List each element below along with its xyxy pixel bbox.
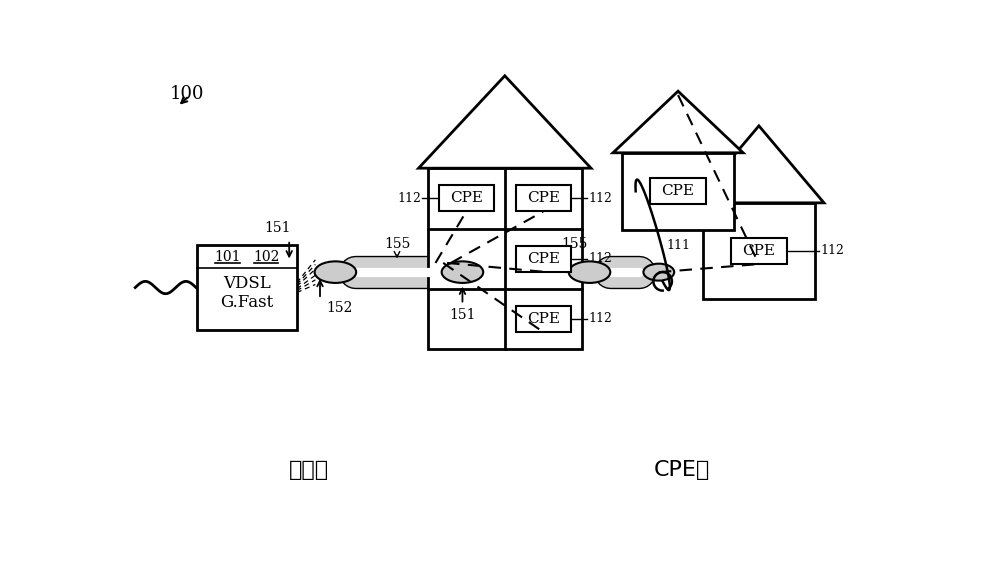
Ellipse shape (643, 264, 674, 280)
FancyBboxPatch shape (650, 178, 706, 204)
FancyBboxPatch shape (516, 306, 571, 332)
Text: 街道侧: 街道侧 (288, 460, 329, 480)
Polygon shape (622, 153, 734, 230)
Text: 112: 112 (398, 192, 422, 205)
Text: 111: 111 (666, 239, 690, 252)
Text: 155: 155 (384, 237, 410, 251)
Text: 151: 151 (264, 221, 291, 235)
Polygon shape (428, 168, 582, 349)
Text: CPE: CPE (662, 185, 695, 198)
Text: 112: 112 (588, 192, 612, 205)
Text: 112: 112 (588, 312, 612, 325)
FancyBboxPatch shape (197, 245, 297, 330)
Text: VDSL: VDSL (223, 275, 271, 292)
Text: CPE侧: CPE侧 (654, 460, 710, 480)
Text: CPE: CPE (742, 244, 775, 258)
Text: 155: 155 (561, 237, 587, 251)
Ellipse shape (442, 261, 483, 283)
Polygon shape (419, 76, 591, 168)
FancyBboxPatch shape (439, 185, 494, 211)
Ellipse shape (569, 261, 610, 283)
Text: CPE: CPE (527, 252, 560, 266)
Polygon shape (694, 126, 824, 203)
Text: 152: 152 (326, 301, 353, 315)
Polygon shape (613, 91, 743, 153)
Text: 100: 100 (170, 85, 204, 103)
Text: CPE: CPE (527, 312, 560, 326)
Text: 112: 112 (588, 252, 612, 265)
FancyBboxPatch shape (516, 185, 571, 211)
Text: 151: 151 (449, 309, 476, 323)
Ellipse shape (315, 261, 356, 283)
Text: CPE: CPE (527, 191, 560, 205)
Text: 102: 102 (253, 250, 279, 264)
FancyBboxPatch shape (731, 238, 787, 264)
Text: CPE: CPE (450, 191, 483, 205)
Text: G.Fast: G.Fast (220, 295, 273, 311)
FancyBboxPatch shape (516, 246, 571, 272)
Text: 112: 112 (821, 245, 845, 257)
Polygon shape (703, 203, 815, 299)
Text: 101: 101 (214, 250, 241, 264)
